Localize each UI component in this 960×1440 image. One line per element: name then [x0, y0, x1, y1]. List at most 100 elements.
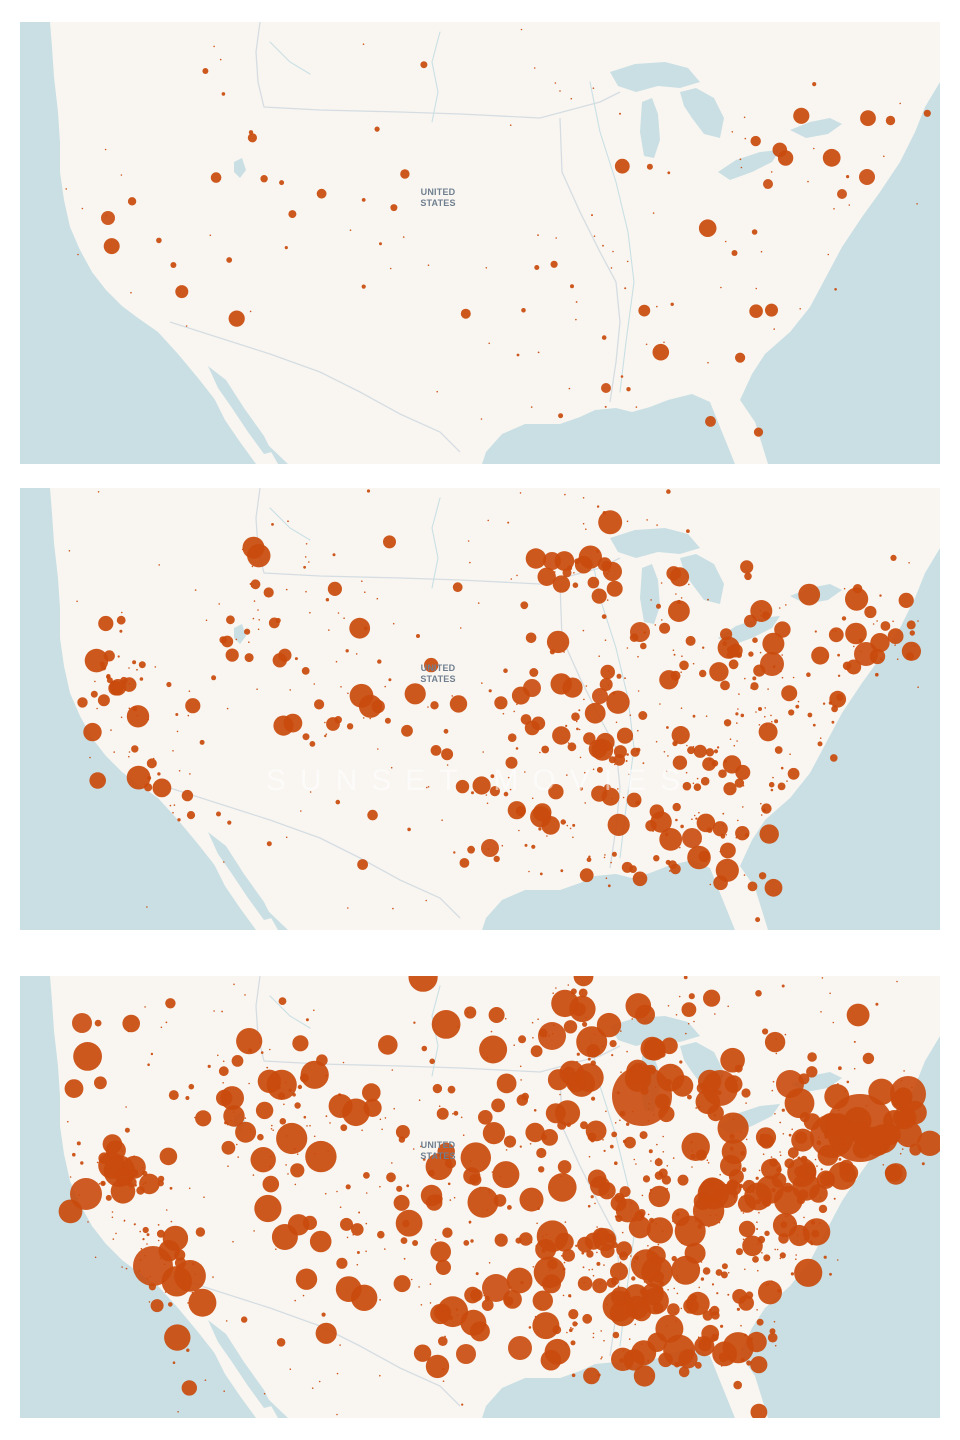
circle-marker-icon [430, 1241, 452, 1262]
circle-marker-icon [581, 1251, 585, 1255]
circle-marker-icon [313, 1135, 316, 1138]
circle-marker-icon [361, 198, 366, 202]
circle-marker-icon [620, 1030, 622, 1032]
circle-marker-icon [125, 1106, 127, 1108]
circle-marker-icon [596, 1261, 601, 1266]
circle-marker-icon [130, 291, 132, 294]
circle-marker-icon [302, 733, 310, 741]
circle-marker-icon [639, 1131, 648, 1140]
circle-marker-icon [384, 685, 387, 688]
circle-marker-icon [503, 668, 508, 673]
circle-marker-icon [680, 1307, 683, 1310]
map-panel-1[interactable]: UNITED STATES [20, 22, 940, 464]
circle-marker-icon [520, 601, 529, 610]
circle-marker-icon [638, 711, 648, 720]
circle-marker-icon [159, 1147, 178, 1166]
circle-marker-icon [721, 1139, 747, 1165]
circle-marker-icon [717, 1112, 749, 1144]
circle-marker-icon [519, 492, 522, 494]
circle-marker-icon [481, 839, 499, 857]
circle-marker-icon [879, 594, 882, 597]
circle-marker-icon [680, 671, 682, 673]
circle-marker-icon [685, 771, 688, 774]
circle-marker-icon [294, 1183, 297, 1186]
map-panel-2[interactable]: UNITED STATES SUNSET MOVIES [20, 488, 940, 930]
circle-marker-icon [671, 726, 690, 745]
circle-marker-icon [278, 997, 287, 1005]
circle-marker-icon [105, 1140, 126, 1161]
circle-marker-icon [652, 343, 670, 361]
circle-marker-icon [584, 802, 586, 804]
circle-marker-icon [130, 1169, 139, 1177]
circle-marker-icon [832, 1021, 835, 1024]
circle-marker-icon [771, 720, 773, 723]
circle-marker-icon [665, 770, 668, 772]
circle-marker-icon [715, 1269, 723, 1276]
circle-marker-icon [122, 1014, 140, 1033]
circle-marker-icon [148, 1301, 151, 1303]
circle-marker-icon [523, 679, 541, 697]
circle-marker-icon [680, 597, 683, 599]
circle-marker-icon [734, 778, 745, 788]
circle-marker-icon [923, 109, 931, 117]
circle-marker-icon [833, 208, 835, 210]
circle-marker-icon [309, 611, 311, 614]
circle-marker-icon [616, 673, 622, 679]
circle-marker-icon [541, 1235, 544, 1238]
circle-marker-icon [680, 824, 684, 829]
circle-marker-icon [617, 1285, 620, 1288]
circle-marker-icon [531, 1021, 534, 1024]
circle-marker-icon [325, 1074, 328, 1077]
circle-marker-icon [532, 1290, 553, 1311]
circle-marker-icon [401, 724, 413, 737]
map-canvas-2: UNITED STATES SUNSET MOVIES [20, 488, 940, 930]
circle-marker-icon [702, 646, 705, 649]
circle-marker-icon [77, 697, 88, 708]
circle-marker-icon [583, 732, 596, 745]
circle-marker-icon [152, 778, 172, 798]
circle-marker-icon [612, 250, 614, 253]
circle-marker-icon [306, 1125, 308, 1127]
circle-marker-icon [345, 1184, 351, 1190]
circle-marker-icon [391, 1162, 393, 1164]
circle-marker-icon [146, 1233, 150, 1237]
circle-marker-icon [646, 519, 648, 521]
circle-marker-icon [733, 1380, 742, 1390]
circle-marker-icon [780, 1221, 788, 1229]
circle-marker-icon [653, 1247, 655, 1249]
map-panel-3[interactable]: UNITED STATES [20, 976, 940, 1418]
circle-marker-icon [195, 1110, 212, 1127]
circle-marker-icon [262, 1175, 280, 1193]
circle-marker-icon [431, 1010, 461, 1039]
circle-marker-icon [216, 1089, 233, 1107]
circle-marker-icon [488, 342, 491, 345]
circle-marker-icon [692, 782, 695, 785]
circle-marker-icon [509, 788, 512, 791]
circle-marker-icon [378, 1035, 398, 1055]
circle-marker-icon [471, 791, 474, 795]
circle-marker-icon [720, 1271, 728, 1279]
circle-marker-icon [838, 1066, 842, 1071]
circle-marker-icon [698, 219, 717, 237]
circle-marker-icon [817, 741, 823, 747]
circle-marker-icon [579, 868, 594, 883]
circle-marker-icon [65, 188, 67, 190]
circle-marker-icon [697, 1224, 703, 1229]
circle-marker-icon [764, 707, 766, 709]
circle-marker-icon [560, 869, 564, 873]
circle-marker-icon [489, 786, 500, 797]
circle-marker-icon [346, 1236, 349, 1239]
circle-marker-icon [659, 828, 683, 851]
circle-marker-icon [777, 782, 786, 791]
circle-marker-icon [583, 698, 585, 701]
circle-marker-icon [98, 615, 114, 632]
circle-marker-icon [750, 1403, 768, 1418]
circle-marker-icon [490, 774, 495, 779]
circle-marker-icon [752, 1256, 759, 1263]
circle-marker-icon [248, 641, 250, 643]
circle-marker-icon [774, 746, 783, 754]
circle-marker-icon [210, 172, 222, 183]
circle-marker-icon [396, 1185, 403, 1192]
circle-marker-icon [177, 1411, 179, 1413]
circle-marker-icon [253, 1230, 255, 1232]
